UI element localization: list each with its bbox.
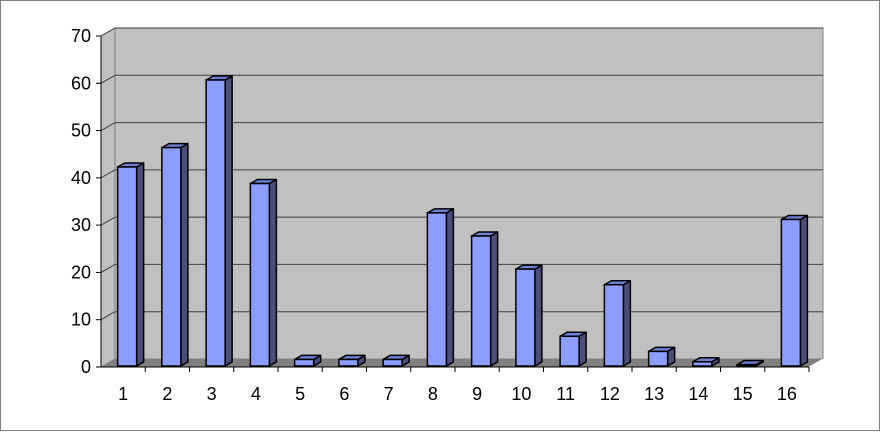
y-tick-label: 60 bbox=[71, 73, 91, 93]
bar-front bbox=[116, 166, 138, 367]
bar-side bbox=[799, 214, 809, 367]
floor bbox=[101, 359, 823, 367]
x-tick-label: 14 bbox=[688, 384, 708, 404]
bar-front bbox=[647, 350, 669, 367]
x-tick-label: 7 bbox=[384, 384, 394, 404]
back-wall bbox=[114, 27, 824, 360]
x-tick-label: 9 bbox=[472, 384, 482, 404]
bar-3 bbox=[205, 75, 233, 367]
x-tick-label: 13 bbox=[644, 384, 664, 404]
gridline-side bbox=[100, 216, 116, 226]
y-tick-label: 30 bbox=[71, 215, 91, 235]
gridline-side bbox=[100, 74, 116, 84]
bar-side bbox=[622, 279, 632, 367]
bar-side bbox=[534, 264, 543, 367]
gridline-side bbox=[100, 122, 116, 132]
bar-front bbox=[736, 363, 757, 367]
bar-front bbox=[515, 268, 536, 367]
bar-side bbox=[180, 142, 189, 367]
y-tick-label: 70 bbox=[71, 26, 91, 46]
y-tick-label: 0 bbox=[81, 357, 91, 377]
x-tick-label: 15 bbox=[733, 384, 753, 404]
x-tick-label: 2 bbox=[162, 384, 172, 404]
bar-front bbox=[205, 79, 226, 367]
bar-side bbox=[224, 75, 233, 367]
bar-11 bbox=[559, 331, 587, 367]
bar-side bbox=[578, 331, 587, 367]
x-tick-label: 1 bbox=[118, 384, 128, 404]
bar-16 bbox=[780, 214, 809, 367]
bar-15 bbox=[736, 359, 764, 367]
bar-12 bbox=[603, 279, 632, 367]
gridline-side bbox=[100, 169, 116, 179]
y-tick-label: 40 bbox=[71, 168, 91, 188]
x-tick-label: 3 bbox=[207, 384, 217, 404]
bar-side bbox=[489, 231, 499, 367]
gridline-side bbox=[100, 263, 116, 273]
bar-front bbox=[780, 218, 802, 367]
bar-front bbox=[338, 358, 359, 367]
bar-5 bbox=[293, 354, 322, 367]
bar-1 bbox=[116, 162, 145, 367]
bar-front bbox=[692, 361, 713, 367]
bar-6 bbox=[338, 354, 366, 367]
x-tick-label: 16 bbox=[777, 384, 797, 404]
bar-10 bbox=[515, 264, 543, 367]
gridline-side bbox=[100, 311, 116, 321]
bar-front bbox=[161, 146, 182, 367]
x-tick-label: 4 bbox=[251, 384, 261, 404]
gridline-side bbox=[100, 27, 116, 37]
bar-13 bbox=[647, 346, 676, 367]
x-tick-label: 11 bbox=[556, 384, 575, 404]
y-tick-label: 50 bbox=[71, 121, 91, 141]
bar-front bbox=[470, 235, 492, 367]
bar-front bbox=[382, 358, 403, 367]
bar-front bbox=[559, 335, 580, 367]
bar-4 bbox=[249, 178, 278, 367]
y-tick-label: 10 bbox=[71, 310, 91, 330]
y-tick-label: 20 bbox=[71, 262, 91, 282]
x-tick-label: 10 bbox=[511, 384, 531, 404]
bar-front bbox=[603, 283, 625, 367]
x-tick-label: 5 bbox=[295, 384, 305, 404]
bar-side bbox=[135, 162, 145, 367]
bar-7 bbox=[382, 354, 410, 367]
bar-side bbox=[445, 208, 455, 367]
bar-front bbox=[249, 182, 271, 367]
bar-9 bbox=[470, 231, 499, 367]
floor-edge bbox=[808, 358, 824, 368]
bar-side bbox=[268, 178, 278, 367]
bar-front bbox=[293, 358, 315, 367]
bar-2 bbox=[161, 142, 189, 367]
x-tick-label: 6 bbox=[339, 384, 349, 404]
x-tick-label: 8 bbox=[428, 384, 438, 404]
bar-14 bbox=[692, 357, 720, 367]
x-tick-label: 12 bbox=[600, 384, 620, 404]
bar-8 bbox=[426, 208, 455, 367]
bar-front bbox=[426, 212, 448, 367]
